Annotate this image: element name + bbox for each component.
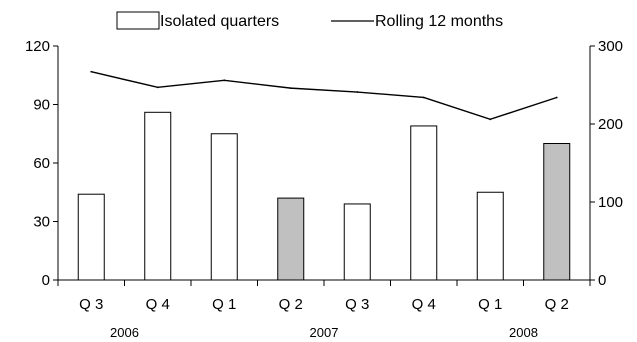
year-label-2006: 2006 bbox=[110, 325, 139, 340]
legend-label-rolling-12-months: Rolling 12 months bbox=[375, 13, 503, 30]
rolling-12-months-point-0 bbox=[90, 70, 93, 73]
year-label-2007: 2007 bbox=[310, 325, 339, 340]
x-tick-label: Q 4 bbox=[146, 296, 170, 313]
plot-area: 0 30 60 90 120 0 100 200 300 Q 3 Q 4 Q 1 Q 2 Q 3 Q 4 Q … bbox=[25, 38, 623, 340]
rolling-12-months-point-5 bbox=[422, 96, 425, 99]
x-tick-label: Q 4 bbox=[412, 296, 436, 313]
bar-q3-0 bbox=[77, 193, 105, 281]
rolling-12-months-point-2 bbox=[223, 79, 226, 82]
rolling-12-months-line bbox=[91, 71, 557, 121]
left-y-tick-label: 0 bbox=[42, 272, 50, 289]
year-label-2008: 2008 bbox=[509, 325, 538, 340]
rolling-12-months-point-4 bbox=[356, 91, 359, 93]
rolling-12-months-point-1 bbox=[156, 86, 159, 89]
bar-q4-5 bbox=[410, 125, 438, 281]
x-tick-label: Q 3 bbox=[79, 296, 103, 313]
x-tick-label: Q 1 bbox=[212, 296, 236, 313]
left-y-tick-label: 30 bbox=[33, 214, 50, 231]
rolling-12-months-point-3 bbox=[289, 87, 292, 90]
bar-q2-7 bbox=[543, 143, 571, 281]
x-tick-label: Q 2 bbox=[279, 296, 303, 313]
left-y-tick-label: 90 bbox=[33, 97, 50, 114]
right-y-tick-label: 0 bbox=[598, 272, 606, 289]
legend-swatch-isolated-quarters bbox=[116, 11, 160, 30]
left-y-tick-label: 120 bbox=[25, 38, 50, 55]
rolling-12-months-point-7 bbox=[555, 96, 558, 99]
bar-q1-2 bbox=[210, 133, 238, 281]
right-y-tick-label: 200 bbox=[598, 116, 623, 133]
legend: Isolated quarters Rolling 12 months bbox=[116, 11, 503, 30]
legend-label-isolated-quarters: Isolated quarters bbox=[160, 13, 279, 30]
bar-q1-6 bbox=[476, 191, 504, 281]
x-tick-label: Q 3 bbox=[345, 296, 369, 313]
right-y-tick-label: 300 bbox=[598, 38, 623, 55]
bar-q4-1 bbox=[144, 111, 172, 281]
bar-q3-4 bbox=[343, 203, 371, 281]
right-y-tick-label: 100 bbox=[598, 194, 623, 211]
x-tick-label: Q 2 bbox=[545, 296, 569, 313]
left-y-tick-label: 60 bbox=[33, 155, 50, 172]
bar-q2-3 bbox=[277, 197, 305, 281]
rolling-12-months-point-6 bbox=[489, 118, 492, 121]
x-tick-label: Q 1 bbox=[478, 296, 502, 313]
